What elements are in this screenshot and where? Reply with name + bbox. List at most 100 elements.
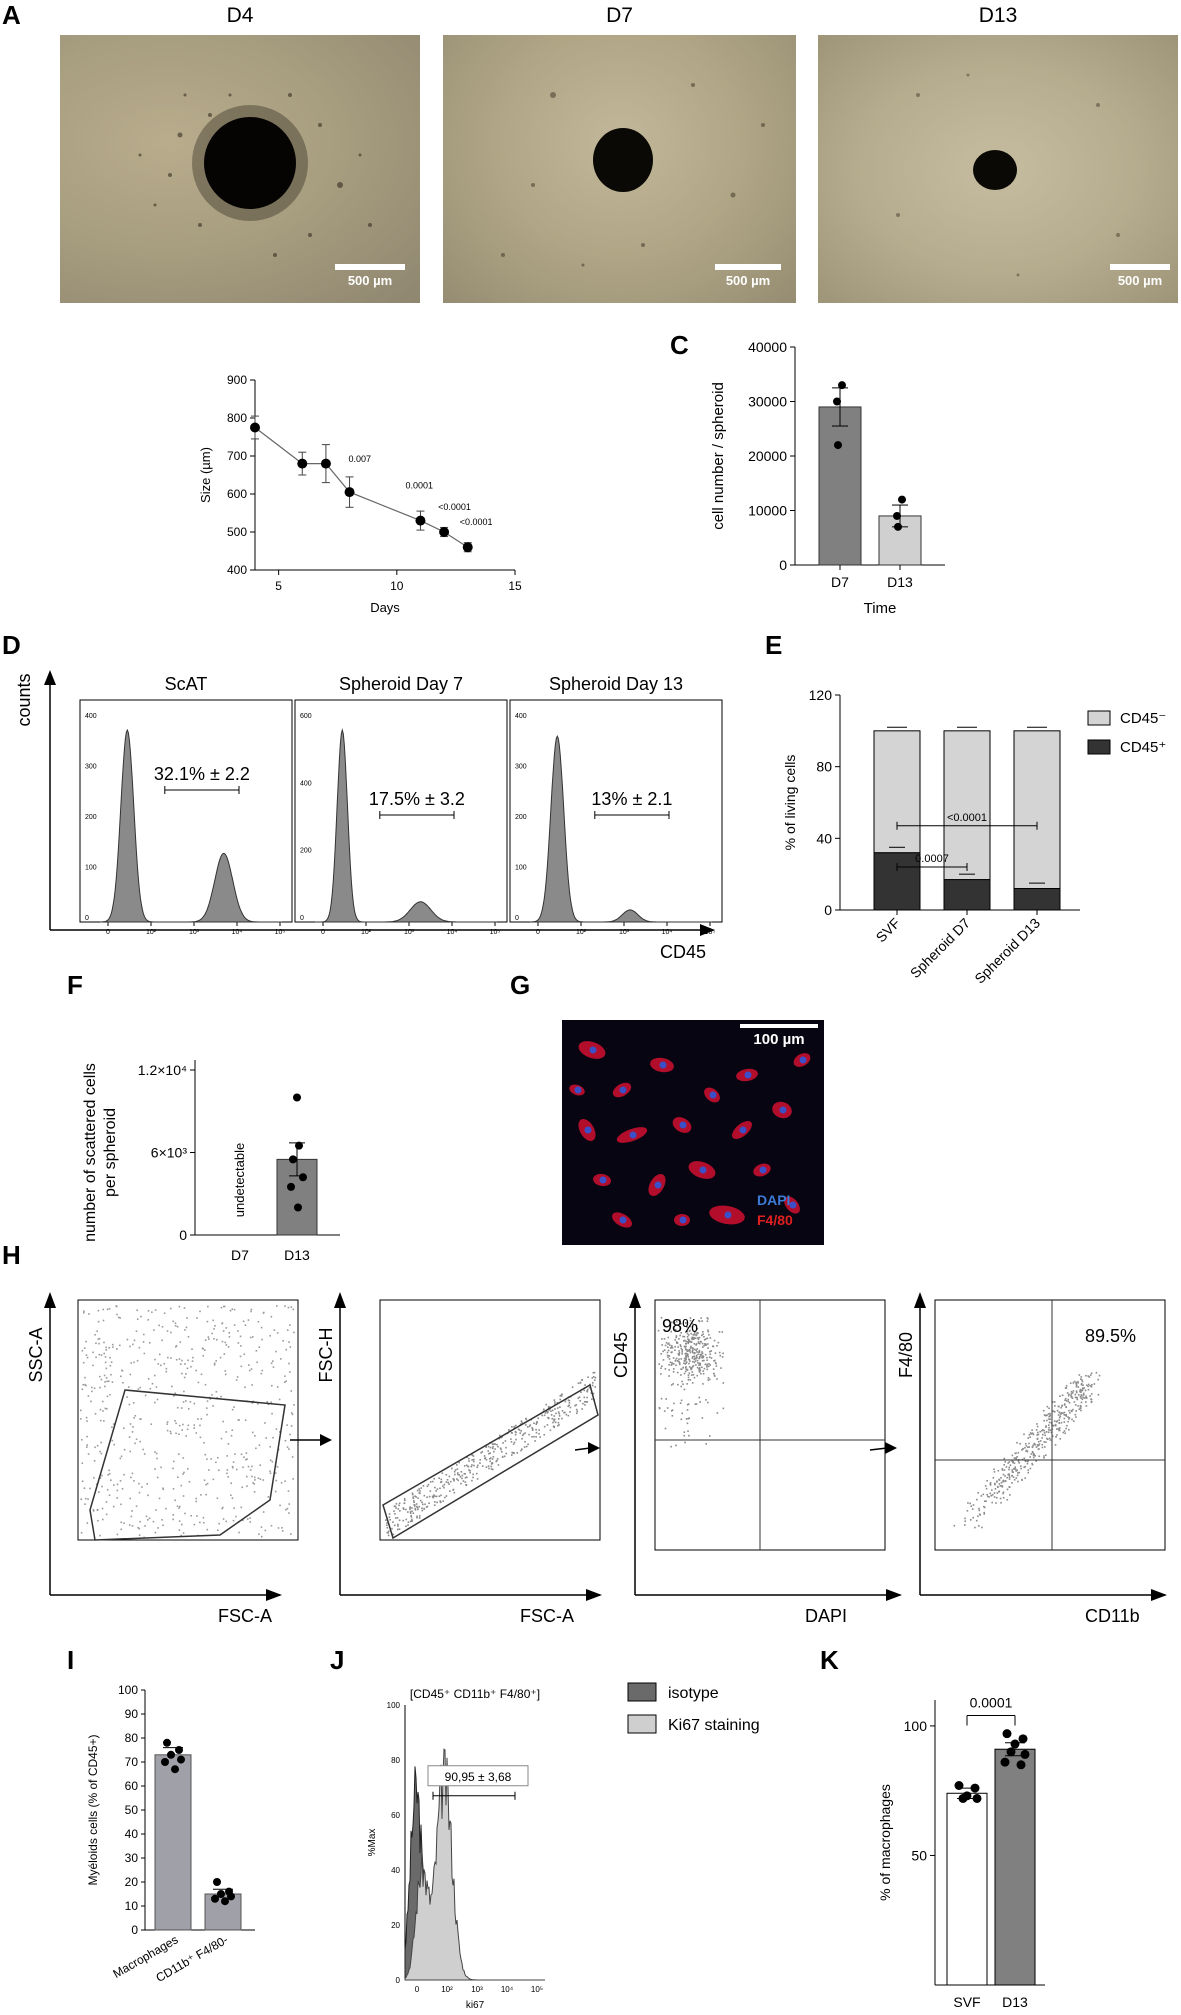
y-tick-label: 1.2×10⁴ — [138, 1062, 187, 1078]
event — [698, 1349, 701, 1352]
event — [579, 1381, 582, 1384]
dapi-nucleus — [629, 1131, 637, 1139]
event — [440, 1480, 443, 1483]
bar-SVF — [946, 1792, 988, 1986]
event — [199, 1424, 201, 1427]
event — [393, 1524, 396, 1527]
event — [1013, 1457, 1016, 1460]
event — [689, 1360, 691, 1363]
event — [689, 1340, 691, 1343]
event — [392, 1533, 395, 1536]
event — [154, 1531, 157, 1534]
event — [414, 1507, 417, 1510]
event — [695, 1343, 698, 1345]
event — [468, 1469, 470, 1471]
event — [134, 1442, 136, 1445]
event — [139, 1520, 141, 1523]
p-value-label: 0.0007 — [915, 853, 949, 865]
event — [176, 1406, 179, 1409]
event — [1003, 1457, 1006, 1460]
event — [695, 1364, 697, 1366]
event — [712, 1372, 715, 1375]
event — [255, 1349, 258, 1352]
x-tick-label: 10² — [146, 929, 157, 936]
event — [661, 1344, 664, 1346]
event — [670, 1346, 673, 1349]
y-tick-label: 400 — [85, 713, 97, 720]
event — [1081, 1398, 1084, 1401]
event — [111, 1439, 114, 1442]
event — [86, 1420, 88, 1422]
event — [148, 1517, 151, 1520]
event — [232, 1461, 235, 1463]
data-point — [177, 1755, 185, 1764]
event — [1045, 1426, 1047, 1428]
event — [92, 1364, 94, 1367]
event — [1017, 1460, 1020, 1463]
event — [1056, 1428, 1058, 1430]
event — [702, 1356, 705, 1359]
event — [419, 1492, 421, 1495]
event — [1039, 1440, 1042, 1442]
event — [395, 1502, 398, 1505]
event — [584, 1404, 586, 1406]
event — [1001, 1468, 1004, 1470]
event — [165, 1507, 167, 1510]
event — [439, 1487, 441, 1490]
event — [184, 1329, 186, 1331]
event — [703, 1338, 706, 1341]
event — [708, 1435, 711, 1437]
event — [966, 1509, 969, 1512]
event — [94, 1412, 97, 1415]
event — [138, 1534, 141, 1536]
event — [1043, 1419, 1045, 1422]
x-axis-label: FSC-A — [218, 1606, 272, 1626]
event — [987, 1495, 989, 1498]
event — [658, 1363, 661, 1365]
event — [230, 1434, 233, 1437]
event — [417, 1497, 419, 1499]
event — [593, 1379, 596, 1381]
event — [1008, 1474, 1011, 1477]
event — [235, 1379, 238, 1381]
y-tick-label: 20 — [391, 1921, 400, 1930]
event — [205, 1493, 207, 1496]
event — [709, 1364, 711, 1366]
event — [1050, 1431, 1053, 1434]
event — [138, 1491, 141, 1494]
event — [722, 1382, 725, 1384]
event — [448, 1483, 450, 1485]
event — [182, 1423, 184, 1426]
event — [444, 1496, 446, 1499]
event — [675, 1336, 678, 1339]
event — [98, 1353, 101, 1356]
event — [473, 1464, 475, 1467]
dapi-nucleus — [799, 1056, 807, 1064]
event — [175, 1358, 178, 1361]
event — [964, 1520, 967, 1522]
event — [708, 1378, 711, 1381]
event — [459, 1475, 462, 1478]
event — [681, 1353, 683, 1355]
event — [972, 1504, 975, 1506]
event — [1002, 1473, 1005, 1476]
data-point — [289, 1155, 297, 1164]
event — [178, 1529, 181, 1531]
event — [422, 1503, 424, 1506]
event — [416, 1489, 419, 1492]
event — [687, 1340, 689, 1343]
legend-label-cd45neg: CD45⁻ — [1120, 710, 1166, 727]
cd45-axis-arrow — [700, 924, 715, 936]
event — [591, 1377, 594, 1379]
event — [1075, 1390, 1078, 1393]
event — [1011, 1469, 1013, 1471]
event — [662, 1350, 664, 1353]
event — [1059, 1415, 1062, 1418]
event — [707, 1317, 709, 1320]
event — [671, 1346, 674, 1349]
event — [84, 1503, 86, 1505]
event — [282, 1339, 284, 1342]
event — [1070, 1395, 1073, 1398]
event — [528, 1425, 531, 1428]
event — [1078, 1394, 1080, 1396]
